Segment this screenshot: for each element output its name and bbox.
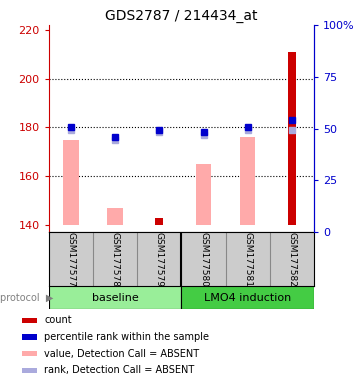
Bar <box>155 218 163 225</box>
Text: GSM177578: GSM177578 <box>110 232 119 287</box>
Text: percentile rank within the sample: percentile rank within the sample <box>44 332 209 342</box>
Text: GSM177582: GSM177582 <box>287 232 296 286</box>
Text: GSM177581: GSM177581 <box>243 232 252 287</box>
Bar <box>22 351 37 356</box>
Text: rank, Detection Call = ABSENT: rank, Detection Call = ABSENT <box>44 365 194 375</box>
Bar <box>22 367 37 373</box>
Bar <box>107 208 123 225</box>
Bar <box>196 164 211 225</box>
Bar <box>22 334 37 339</box>
Bar <box>22 318 37 323</box>
Bar <box>182 286 314 309</box>
Text: GSM177580: GSM177580 <box>199 232 208 287</box>
Text: GSM177579: GSM177579 <box>155 232 164 287</box>
Bar <box>63 140 79 225</box>
Text: value, Detection Call = ABSENT: value, Detection Call = ABSENT <box>44 349 199 359</box>
Text: protocol  ▶: protocol ▶ <box>0 293 53 303</box>
Text: GSM177577: GSM177577 <box>66 232 75 287</box>
Bar <box>240 137 256 225</box>
Bar <box>49 286 182 309</box>
Text: baseline: baseline <box>92 293 139 303</box>
Text: LMO4 induction: LMO4 induction <box>204 293 291 303</box>
Bar <box>288 52 296 225</box>
Text: count: count <box>44 315 72 325</box>
Title: GDS2787 / 214434_at: GDS2787 / 214434_at <box>105 8 258 23</box>
